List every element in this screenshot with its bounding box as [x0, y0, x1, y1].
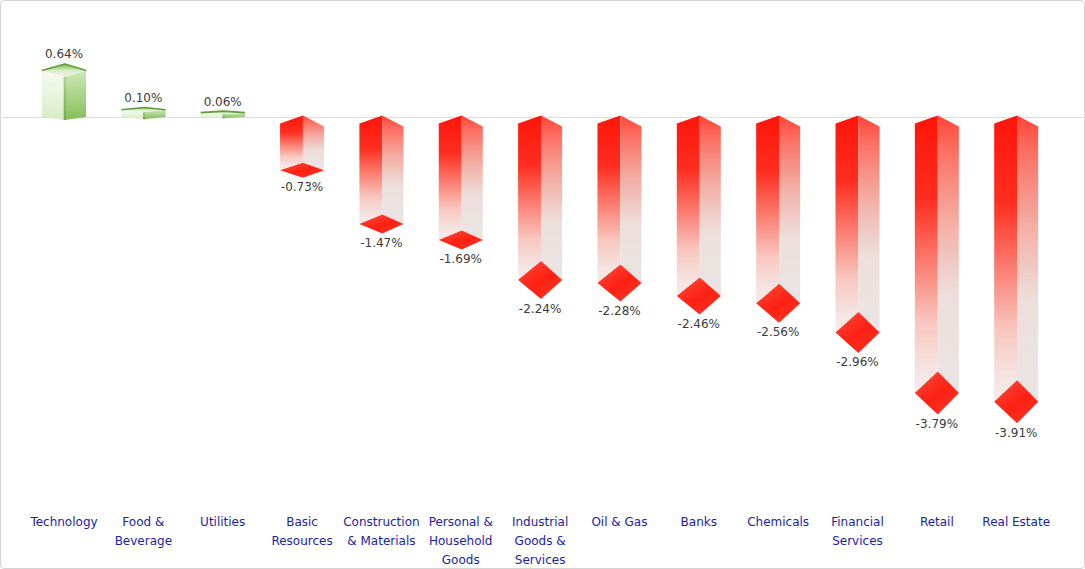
bar-retail[interactable]: -3.79% [915, 116, 959, 431]
bar-seam-edge [222, 114, 224, 118]
bar-face-right[interactable] [1017, 116, 1038, 402]
value-label: -1.69% [440, 252, 482, 266]
value-label: -2.28% [598, 304, 640, 318]
category-label-technology: Technology [24, 513, 104, 532]
bar-face-left[interactable] [677, 116, 700, 297]
bar-face-left[interactable] [994, 116, 1017, 402]
value-label: -1.47% [360, 236, 402, 250]
value-label: -2.24% [519, 302, 561, 316]
bar-face-right[interactable] [382, 116, 403, 225]
bar-face-right[interactable] [858, 116, 879, 333]
bar-face-left[interactable] [915, 116, 938, 393]
category-label-oil-gas: Oil & Gas [579, 513, 659, 532]
bar-chemicals[interactable]: -2.56% [756, 116, 800, 340]
bar-right-edge [85, 70, 86, 117]
bar-real-estate[interactable]: -3.91% [994, 116, 1038, 440]
value-label: 0.64% [45, 47, 83, 61]
bar-face-left[interactable] [518, 116, 541, 281]
bar-face-right[interactable] [700, 116, 721, 297]
bar-face-right[interactable] [65, 70, 86, 120]
bar-construction-materials[interactable]: -1.47% [359, 116, 403, 251]
bar-face-left[interactable] [42, 70, 65, 120]
sector-performance-chart: 0.64% 0.10% 0.06% -0.73% -1.47% -1.69% -2.24% -… [1, 1, 1084, 568]
value-label: -3.91% [995, 426, 1037, 440]
bar-food-beverage[interactable]: 0.10% [121, 91, 165, 119]
bar-right-edge [164, 110, 165, 117]
bar-banks[interactable]: -2.46% [677, 116, 721, 332]
bar-technology[interactable]: 0.64% [42, 47, 86, 120]
category-label-retail: Retail [897, 513, 977, 532]
bar-face-left[interactable] [439, 116, 462, 241]
bar-face-left[interactable] [836, 116, 859, 333]
value-label: -2.46% [678, 317, 720, 331]
category-label-industrial-goods-services: Industrial Goods & Services [500, 513, 580, 569]
bar-industrial-goods-services[interactable]: -2.24% [518, 116, 562, 316]
bar-face-right[interactable] [779, 116, 800, 304]
bar-seam-edge [143, 112, 145, 119]
bar-utilities[interactable]: 0.06% [201, 95, 245, 119]
value-label: -3.79% [916, 417, 958, 431]
bar-financial-services[interactable]: -2.96% [836, 116, 880, 370]
bar-face-right[interactable] [938, 116, 959, 393]
category-label-food-beverage: Food & Beverage [103, 513, 183, 551]
category-label-personal-household-goods: Personal & Household Goods [421, 513, 501, 569]
bar-face-left[interactable] [359, 116, 382, 225]
bar-face-right[interactable] [462, 116, 483, 241]
value-label: -2.96% [836, 355, 878, 369]
bar-face-left[interactable] [597, 116, 620, 283]
value-label: 0.06% [204, 95, 242, 109]
category-label-basic-resources: Basic Resources [262, 513, 342, 551]
value-label: -2.56% [757, 325, 799, 339]
bar-personal-household-goods[interactable]: -1.69% [439, 116, 483, 267]
category-label-construction-materials: Construction & Materials [341, 513, 421, 551]
bar-oil-gas[interactable]: -2.28% [597, 116, 641, 318]
bar-seam-edge [64, 77, 66, 120]
category-label-banks: Banks [659, 513, 739, 532]
chart-panel: 0.64% 0.10% 0.06% -0.73% -1.47% -1.69% -2.24% -… [0, 0, 1085, 569]
value-label: -0.73% [281, 180, 323, 194]
bar-basic-resources[interactable]: -0.73% [280, 116, 324, 195]
category-label-real-estate: Real Estate [976, 513, 1056, 532]
bar-face-right[interactable] [620, 116, 641, 283]
bar-face-left[interactable] [756, 116, 779, 304]
category-label-chemicals: Chemicals [738, 513, 818, 532]
bar-face-left[interactable] [280, 116, 303, 171]
category-label-utilities: Utilities [183, 513, 263, 532]
bar-face-right[interactable] [541, 116, 562, 281]
bar-face-right[interactable] [303, 116, 324, 171]
value-label: 0.10% [124, 91, 162, 105]
category-label-financial-services: Financial Services [818, 513, 898, 551]
